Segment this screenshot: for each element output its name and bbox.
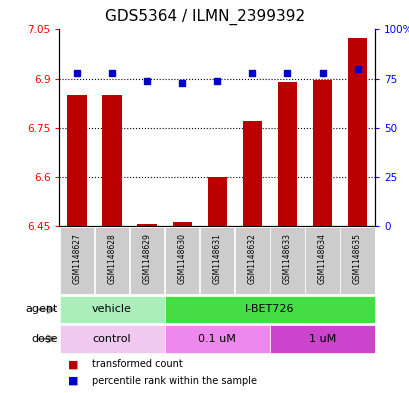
Text: GSM1148630: GSM1148630 [177, 233, 186, 285]
Text: 0.1 uM: 0.1 uM [198, 334, 236, 344]
Bar [347, 38, 366, 226]
Bar [172, 222, 191, 226]
Bar [312, 80, 331, 226]
Text: I-BET726: I-BET726 [245, 305, 294, 314]
Text: GSM1148635: GSM1148635 [352, 233, 361, 285]
Text: percentile rank within the sample: percentile rank within the sample [92, 376, 256, 386]
Bar [165, 227, 199, 294]
Text: ■: ■ [67, 359, 78, 369]
Text: GSM1148629: GSM1148629 [142, 233, 151, 285]
Bar [242, 121, 261, 226]
Text: GSM1148634: GSM1148634 [317, 233, 326, 285]
Bar [59, 325, 164, 353]
Text: GSM1148627: GSM1148627 [72, 233, 81, 285]
Text: GSM1148633: GSM1148633 [282, 233, 291, 285]
Text: dose: dose [31, 334, 57, 344]
Bar [277, 82, 297, 226]
Text: agent: agent [25, 305, 57, 314]
Text: GSM1148631: GSM1148631 [212, 233, 221, 285]
Text: vehicle: vehicle [92, 305, 132, 314]
Text: ■: ■ [67, 376, 78, 386]
Bar [94, 227, 129, 294]
Bar [60, 227, 94, 294]
Bar [305, 227, 339, 294]
Bar [270, 227, 304, 294]
Bar [59, 296, 164, 323]
Bar [164, 296, 374, 323]
Bar [130, 227, 164, 294]
Bar [270, 325, 374, 353]
Text: GSM1148632: GSM1148632 [247, 233, 256, 285]
Text: transformed count: transformed count [92, 359, 182, 369]
Bar [339, 227, 374, 294]
Text: control: control [92, 334, 131, 344]
Bar [235, 227, 269, 294]
Text: GSM1148628: GSM1148628 [107, 233, 116, 285]
Bar [164, 325, 269, 353]
Text: 1 uM: 1 uM [308, 334, 335, 344]
Bar [200, 227, 234, 294]
Bar [67, 95, 86, 226]
Text: GDS5364 / ILMN_2399392: GDS5364 / ILMN_2399392 [105, 9, 304, 25]
Bar [207, 176, 227, 226]
Bar [102, 95, 121, 226]
Bar [137, 224, 156, 226]
